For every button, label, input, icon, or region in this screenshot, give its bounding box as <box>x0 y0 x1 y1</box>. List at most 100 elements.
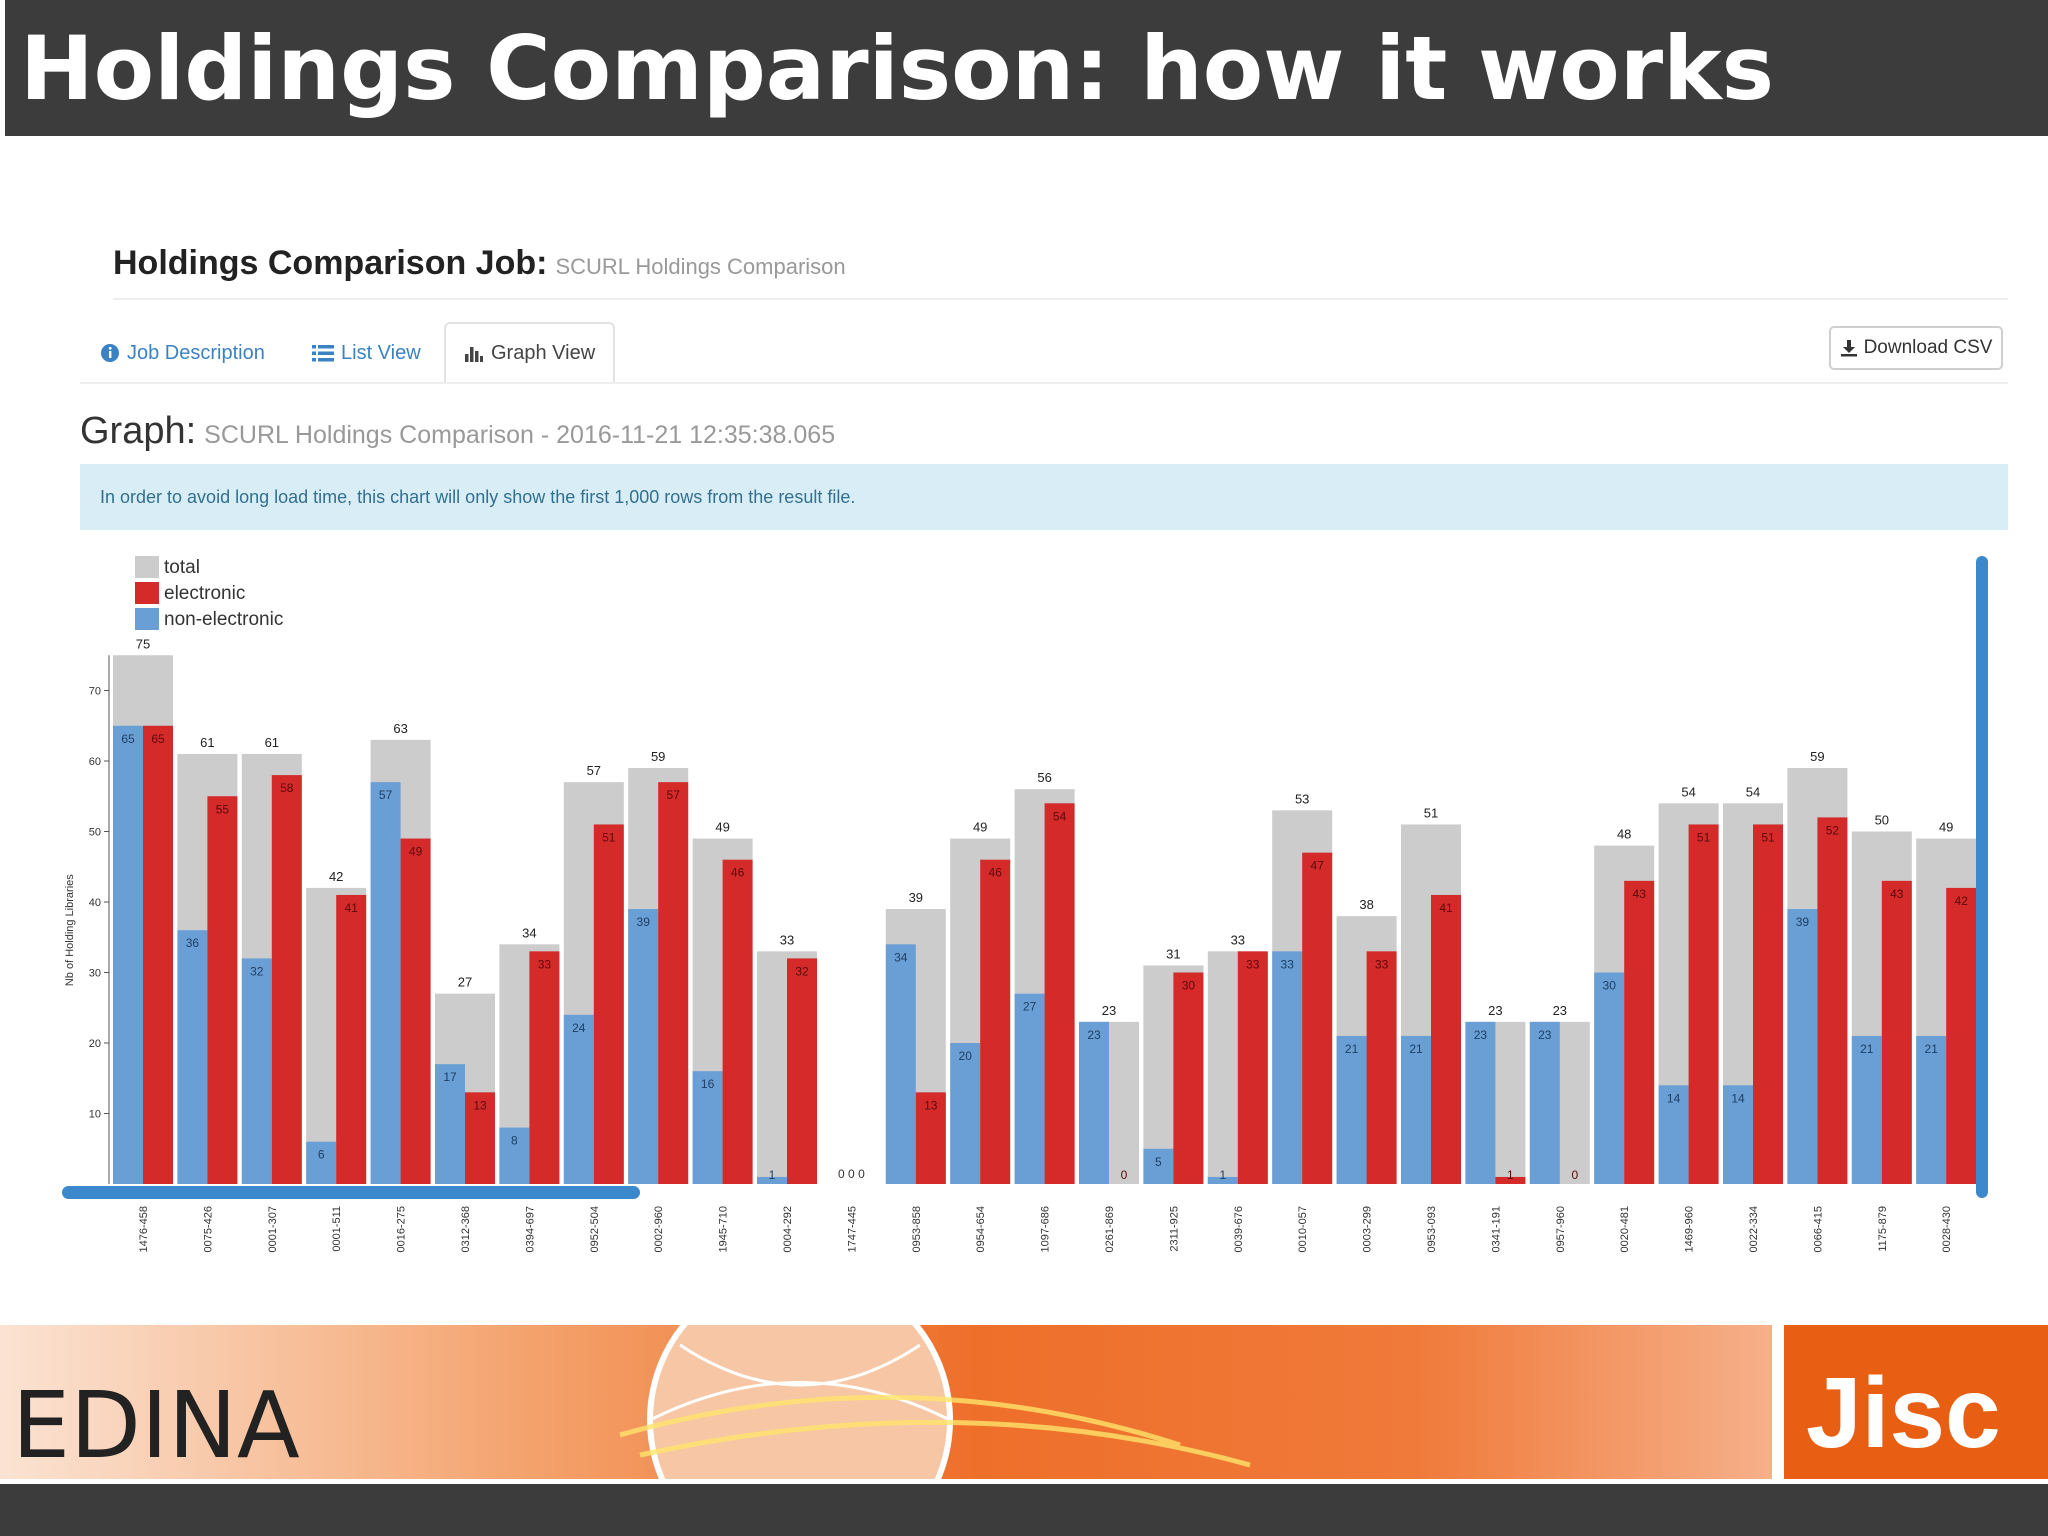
bar-electronic <box>336 894 367 1184</box>
electronic-value-label: 65 <box>151 732 165 746</box>
light-streaks <box>619 1394 1251 1468</box>
bar-electronic <box>1946 887 1977 1184</box>
x-category-label: 0010-057 <box>1297 1206 1309 1253</box>
bar-non-electronic <box>950 1043 981 1184</box>
electronic-value-label: 51 <box>1697 830 1711 844</box>
download-icon <box>1840 340 1857 357</box>
bar-non-electronic <box>1916 1035 1947 1184</box>
bar-non-electronic <box>306 1141 337 1184</box>
tab-job-description[interactable]: Job Description <box>100 324 265 382</box>
non-electronic-value-label: 23 <box>1474 1028 1488 1042</box>
bar-non-electronic <box>1079 1021 1109 1184</box>
total-value-label: 51 <box>1424 805 1438 820</box>
x-category-label: 0022-334 <box>1748 1206 1760 1253</box>
bar-non-electronic <box>1851 1035 1882 1184</box>
bar-non-electronic <box>1529 1021 1560 1184</box>
legend-swatch-total <box>135 556 159 578</box>
total-value-label: 56 <box>1037 770 1051 785</box>
non-electronic-value-label: 57 <box>379 788 393 802</box>
total-value-label: 23 <box>1102 1003 1116 1018</box>
legend-label-non-electronic: non-electronic <box>164 609 283 630</box>
total-value-label: 61 <box>200 735 214 750</box>
total-value-label: 49 <box>715 820 729 835</box>
total-value-label: 61 <box>265 735 279 750</box>
job-label: Holdings Comparison Job: <box>113 244 548 282</box>
total-value-label: 33 <box>780 932 794 947</box>
x-category-label: 0002-960 <box>653 1206 665 1253</box>
bar-non-electronic <box>113 725 143 1184</box>
electronic-value-label: 47 <box>1311 859 1325 873</box>
total-value-label: 59 <box>1810 749 1824 764</box>
info-alert: In order to avoid long load time, this c… <box>80 464 2008 530</box>
y-tick-label: 20 <box>89 1038 101 1050</box>
vertical-scrollbar[interactable] <box>1976 556 1988 1198</box>
bar-electronic <box>529 951 560 1184</box>
total-value-label: 54 <box>1681 784 1695 799</box>
x-category-label: 0261-869 <box>1104 1206 1116 1253</box>
total-value-label: 54 <box>1746 784 1760 799</box>
electronic-value-label: 41 <box>345 901 359 915</box>
bar-non-electronic <box>177 930 208 1184</box>
non-electronic-value-label: 34 <box>894 950 908 964</box>
x-category-label: 0954-654 <box>975 1206 987 1253</box>
bar-electronic <box>143 725 173 1184</box>
electronic-value-label: 49 <box>409 845 423 859</box>
x-category-label: 0394-697 <box>524 1206 536 1253</box>
x-category-label: 0001-307 <box>267 1206 279 1253</box>
graph-title: Graph: SCURL Holdings Comparison - 2016-1… <box>80 410 835 453</box>
electronic-value-label: 43 <box>1890 887 1904 901</box>
x-category-label: 0066-415 <box>1812 1206 1824 1253</box>
y-tick-label: 70 <box>89 686 101 698</box>
x-category-label: 0312-368 <box>460 1206 472 1253</box>
electronic-value-label: 33 <box>1246 957 1260 971</box>
bar-non-electronic <box>628 909 659 1184</box>
bar-non-electronic <box>1594 972 1625 1184</box>
bar-non-electronic <box>757 1176 787 1184</box>
horizontal-scrollbar[interactable] <box>62 1186 640 1199</box>
y-tick-label: 40 <box>89 897 101 909</box>
x-category-label: 1945-710 <box>718 1206 730 1253</box>
bar-non-electronic <box>1465 1021 1496 1184</box>
chart-legend: total electronic non-electronic <box>135 556 283 630</box>
non-electronic-value-label: 1 <box>1219 1168 1226 1182</box>
bar-non-electronic <box>1787 909 1818 1184</box>
non-electronic-value-label: 14 <box>1667 1091 1681 1105</box>
x-category-label: 1747-445 <box>846 1206 858 1253</box>
bar-electronic <box>593 824 624 1184</box>
jisc-logo-background <box>1784 1325 2048 1479</box>
x-category-label: 0075-426 <box>202 1206 214 1253</box>
electronic-value-label: 33 <box>1375 957 1389 971</box>
electronic-value-label: 52 <box>1826 823 1840 837</box>
bar-non-electronic <box>1401 1035 1431 1184</box>
total-value-label: 31 <box>1166 946 1180 961</box>
non-electronic-value-label: 32 <box>250 964 264 978</box>
total-value-label: 57 <box>587 763 601 778</box>
footer-banner: EDINA Jisc <box>0 1325 2048 1479</box>
bar-electronic <box>1302 852 1333 1184</box>
x-category-label: 0003-299 <box>1362 1206 1374 1253</box>
bar-non-electronic <box>1723 1085 1753 1184</box>
total-value-label: 49 <box>973 820 987 835</box>
x-category-label: 1097-686 <box>1040 1206 1052 1253</box>
y-tick-label: 10 <box>89 1109 101 1121</box>
total-value-label: 50 <box>1875 813 1889 828</box>
bar-electronic <box>400 838 431 1184</box>
x-category-label: 0341-191 <box>1490 1206 1502 1253</box>
non-electronic-value-label: 21 <box>1925 1042 1939 1056</box>
download-csv-button[interactable]: Download CSV <box>1829 326 2003 370</box>
electronic-value-label: 43 <box>1633 887 1647 901</box>
bar-electronic <box>915 1092 946 1184</box>
bar-non-electronic <box>1658 1085 1689 1184</box>
list-icon <box>312 345 334 362</box>
non-electronic-value-label: 14 <box>1731 1091 1745 1105</box>
job-name: SCURL Holdings Comparison <box>555 254 846 279</box>
tab-graph-view[interactable]: Graph View <box>444 322 616 384</box>
non-electronic-value-label: 20 <box>959 1049 973 1063</box>
total-value-label: 23 <box>1553 1003 1567 1018</box>
bar-electronic <box>722 859 753 1184</box>
electronic-value-label: 42 <box>1955 894 1969 908</box>
bar-electronic <box>658 782 689 1184</box>
tab-list-view[interactable]: List View <box>312 324 421 382</box>
